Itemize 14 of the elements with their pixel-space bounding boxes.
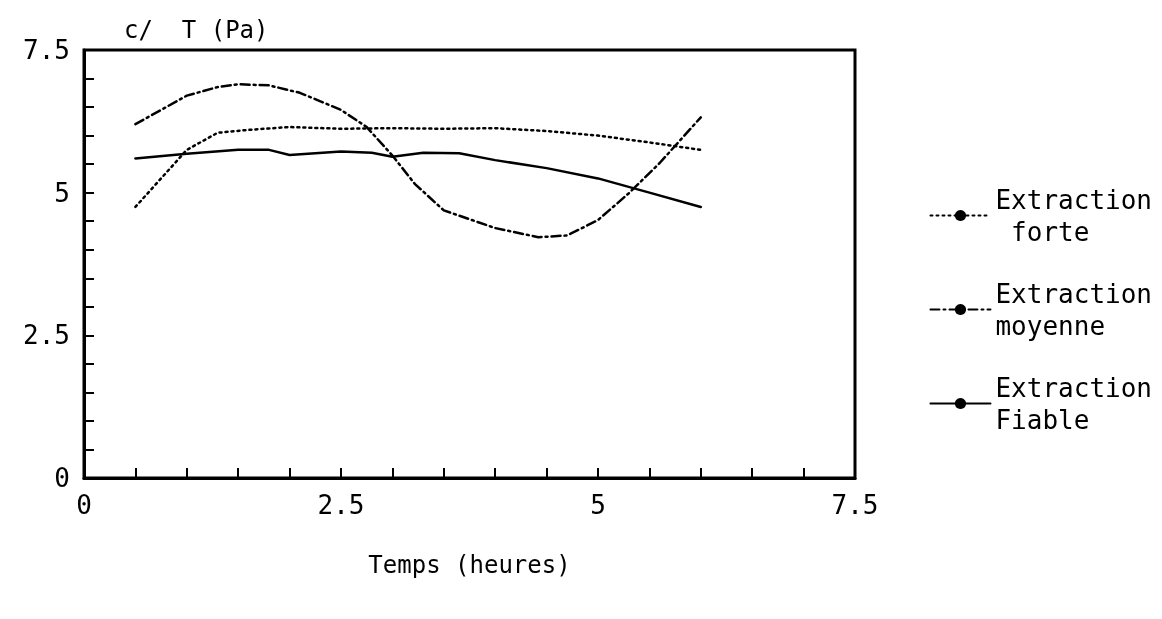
y-tick-label: 5 [54, 177, 70, 208]
x-tick-label: 5 [590, 490, 606, 520]
legend-label: Extraction Fiable [995, 372, 1153, 435]
x-tick-label: 2.5 [317, 490, 365, 520]
x-tick-label: 7.5 [831, 490, 879, 520]
y-tick-label: 7.5 [23, 35, 70, 65]
x-axis-title: Temps (heures) [368, 551, 571, 579]
legend-label: Extraction forte [995, 184, 1153, 247]
y-tick-label: 2.5 [23, 320, 70, 351]
y-tick-label: 0 [54, 463, 70, 493]
x-tick-label: 0 [76, 490, 92, 520]
line-series [134, 82, 703, 239]
y-axis-title: c/ T (Pa) [124, 16, 269, 44]
legend-label: Extraction moyenne [995, 278, 1153, 341]
